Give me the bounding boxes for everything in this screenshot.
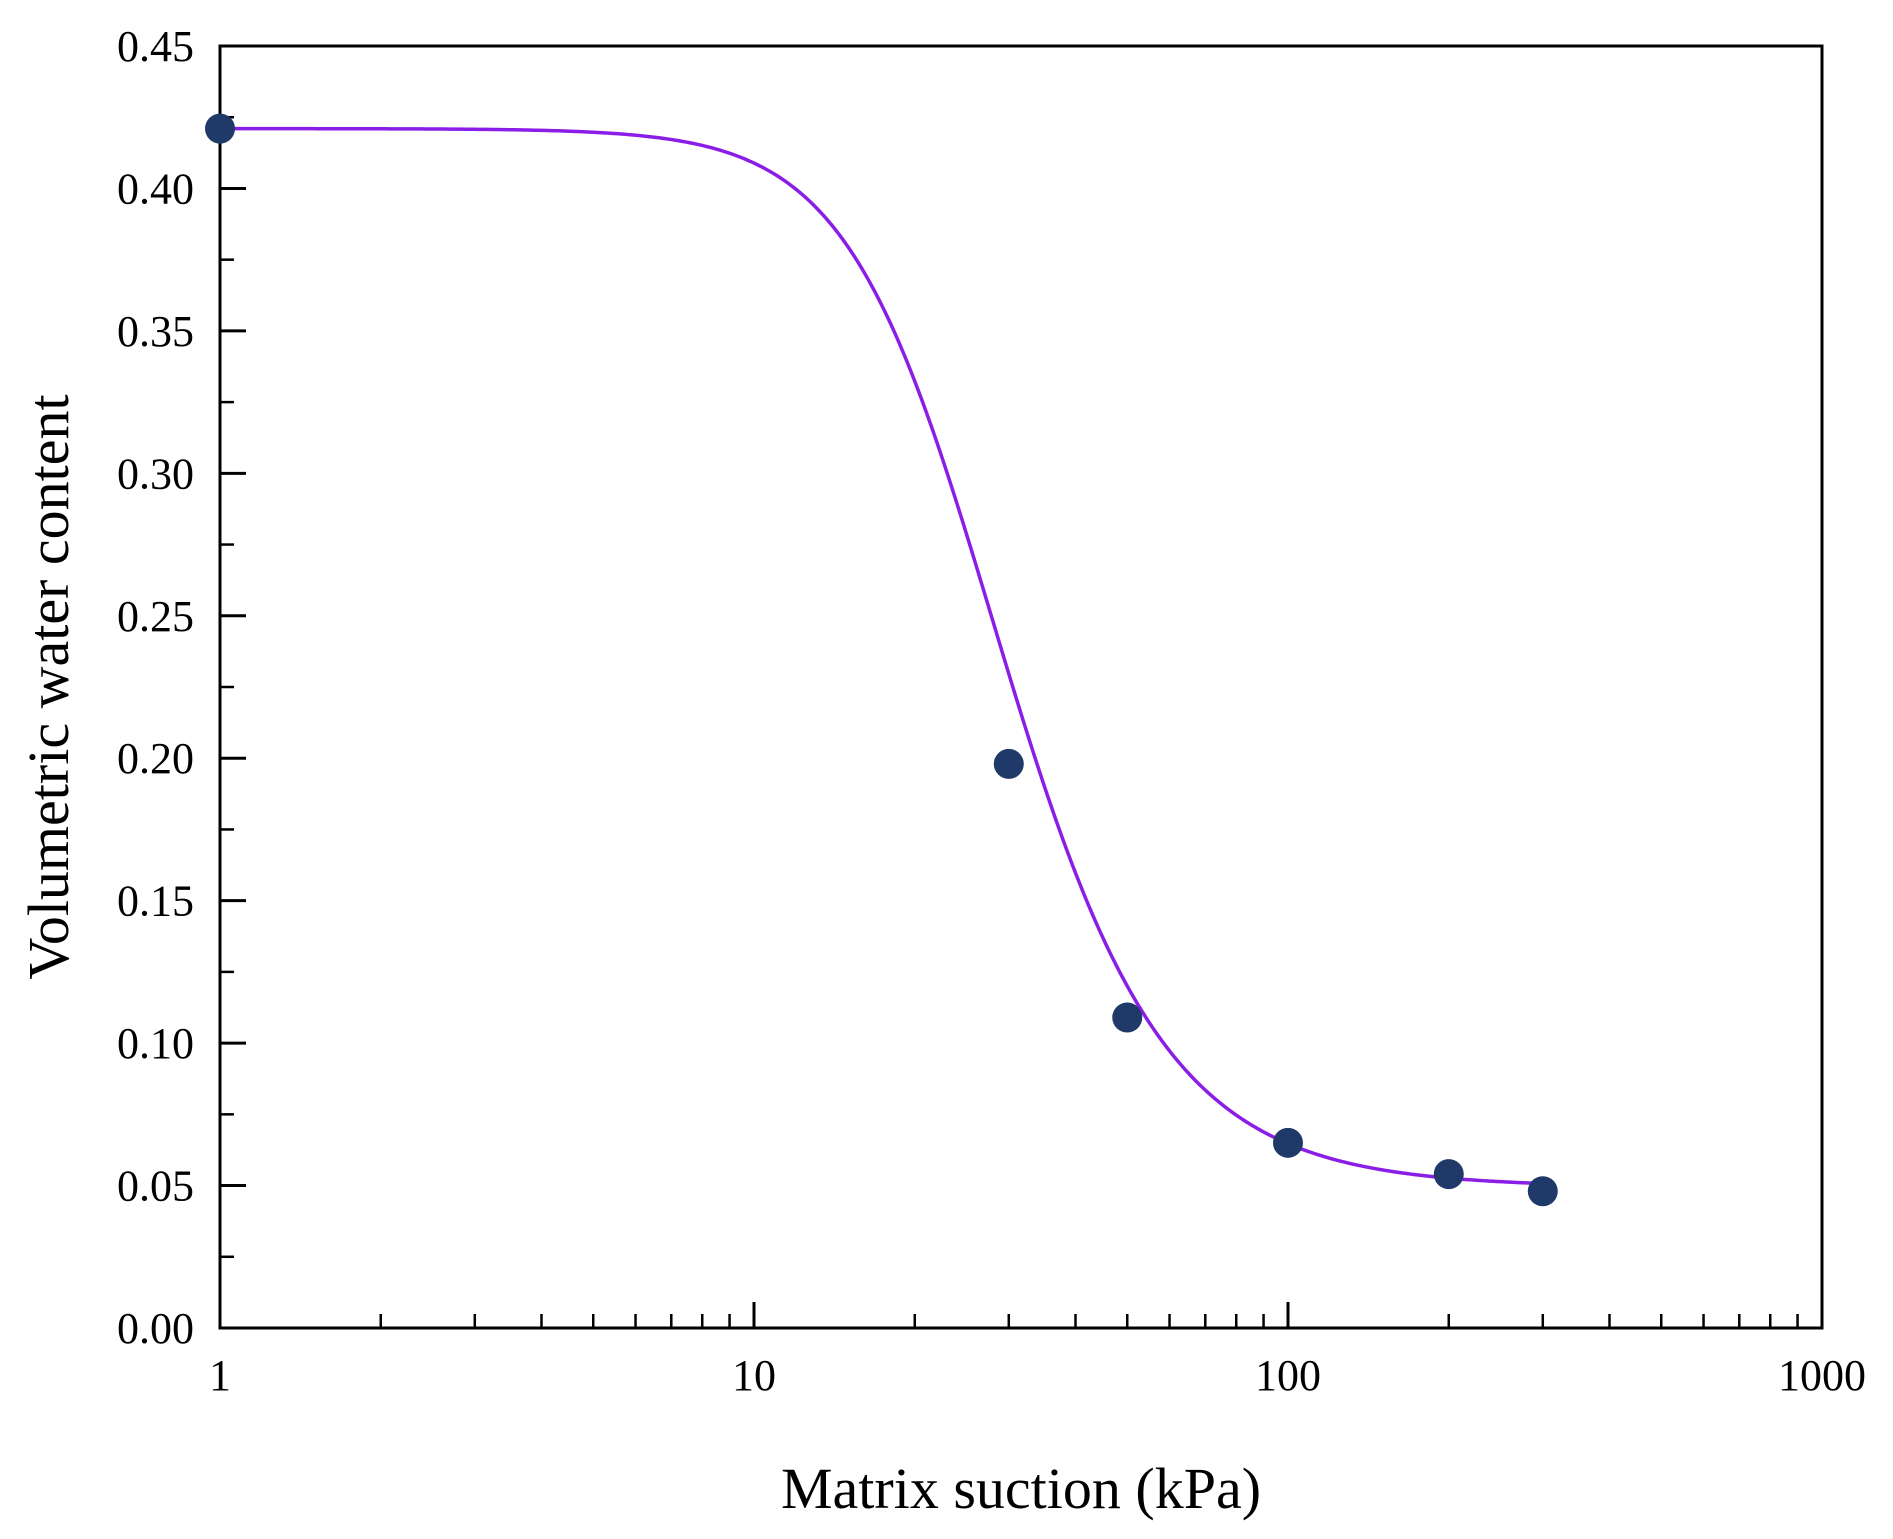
data-point xyxy=(1112,1002,1143,1033)
fitted-curve-line xyxy=(220,126,1543,1186)
x-tick-label: 10 xyxy=(732,1351,776,1400)
y-tick-label: 0.20 xyxy=(117,734,194,783)
data-point xyxy=(1527,1176,1558,1207)
y-tick-label: 0.25 xyxy=(117,592,194,641)
plot-frame xyxy=(218,44,1824,1330)
y-axis-ticks: 0.00 0.05 0.10 0.15 0.20 0.25 0.30 0.35 0.40 0.45 xyxy=(117,22,246,1353)
x-tick-label: 1 xyxy=(209,1351,231,1400)
y-tick-label: 0.15 xyxy=(117,877,194,926)
data-point xyxy=(993,748,1024,779)
plot-border xyxy=(218,44,1824,1330)
x-axis-ticks: 1 10 100 1000 xyxy=(209,1302,1866,1400)
data-point xyxy=(205,113,235,144)
y-tick-label: 0.10 xyxy=(117,1019,194,1068)
data-point xyxy=(1433,1159,1464,1190)
y-tick-label: 0.00 xyxy=(117,1304,194,1353)
x-tick-label: 1000 xyxy=(1778,1351,1866,1400)
series-layer xyxy=(205,113,1558,1207)
x-tick-label: 100 xyxy=(1255,1351,1321,1400)
y-tick-label: 0.30 xyxy=(117,449,194,498)
y-tick-label: 0.45 xyxy=(117,22,194,71)
y-tick-label: 0.35 xyxy=(117,307,194,356)
y-axis-label: Volumetric water content xyxy=(16,394,81,979)
data-point xyxy=(1273,1127,1303,1158)
x-axis-label: Matrix suction (kPa) xyxy=(781,1456,1261,1521)
y-tick-label: 0.40 xyxy=(117,164,194,213)
y-tick-label: 0.05 xyxy=(117,1162,194,1211)
